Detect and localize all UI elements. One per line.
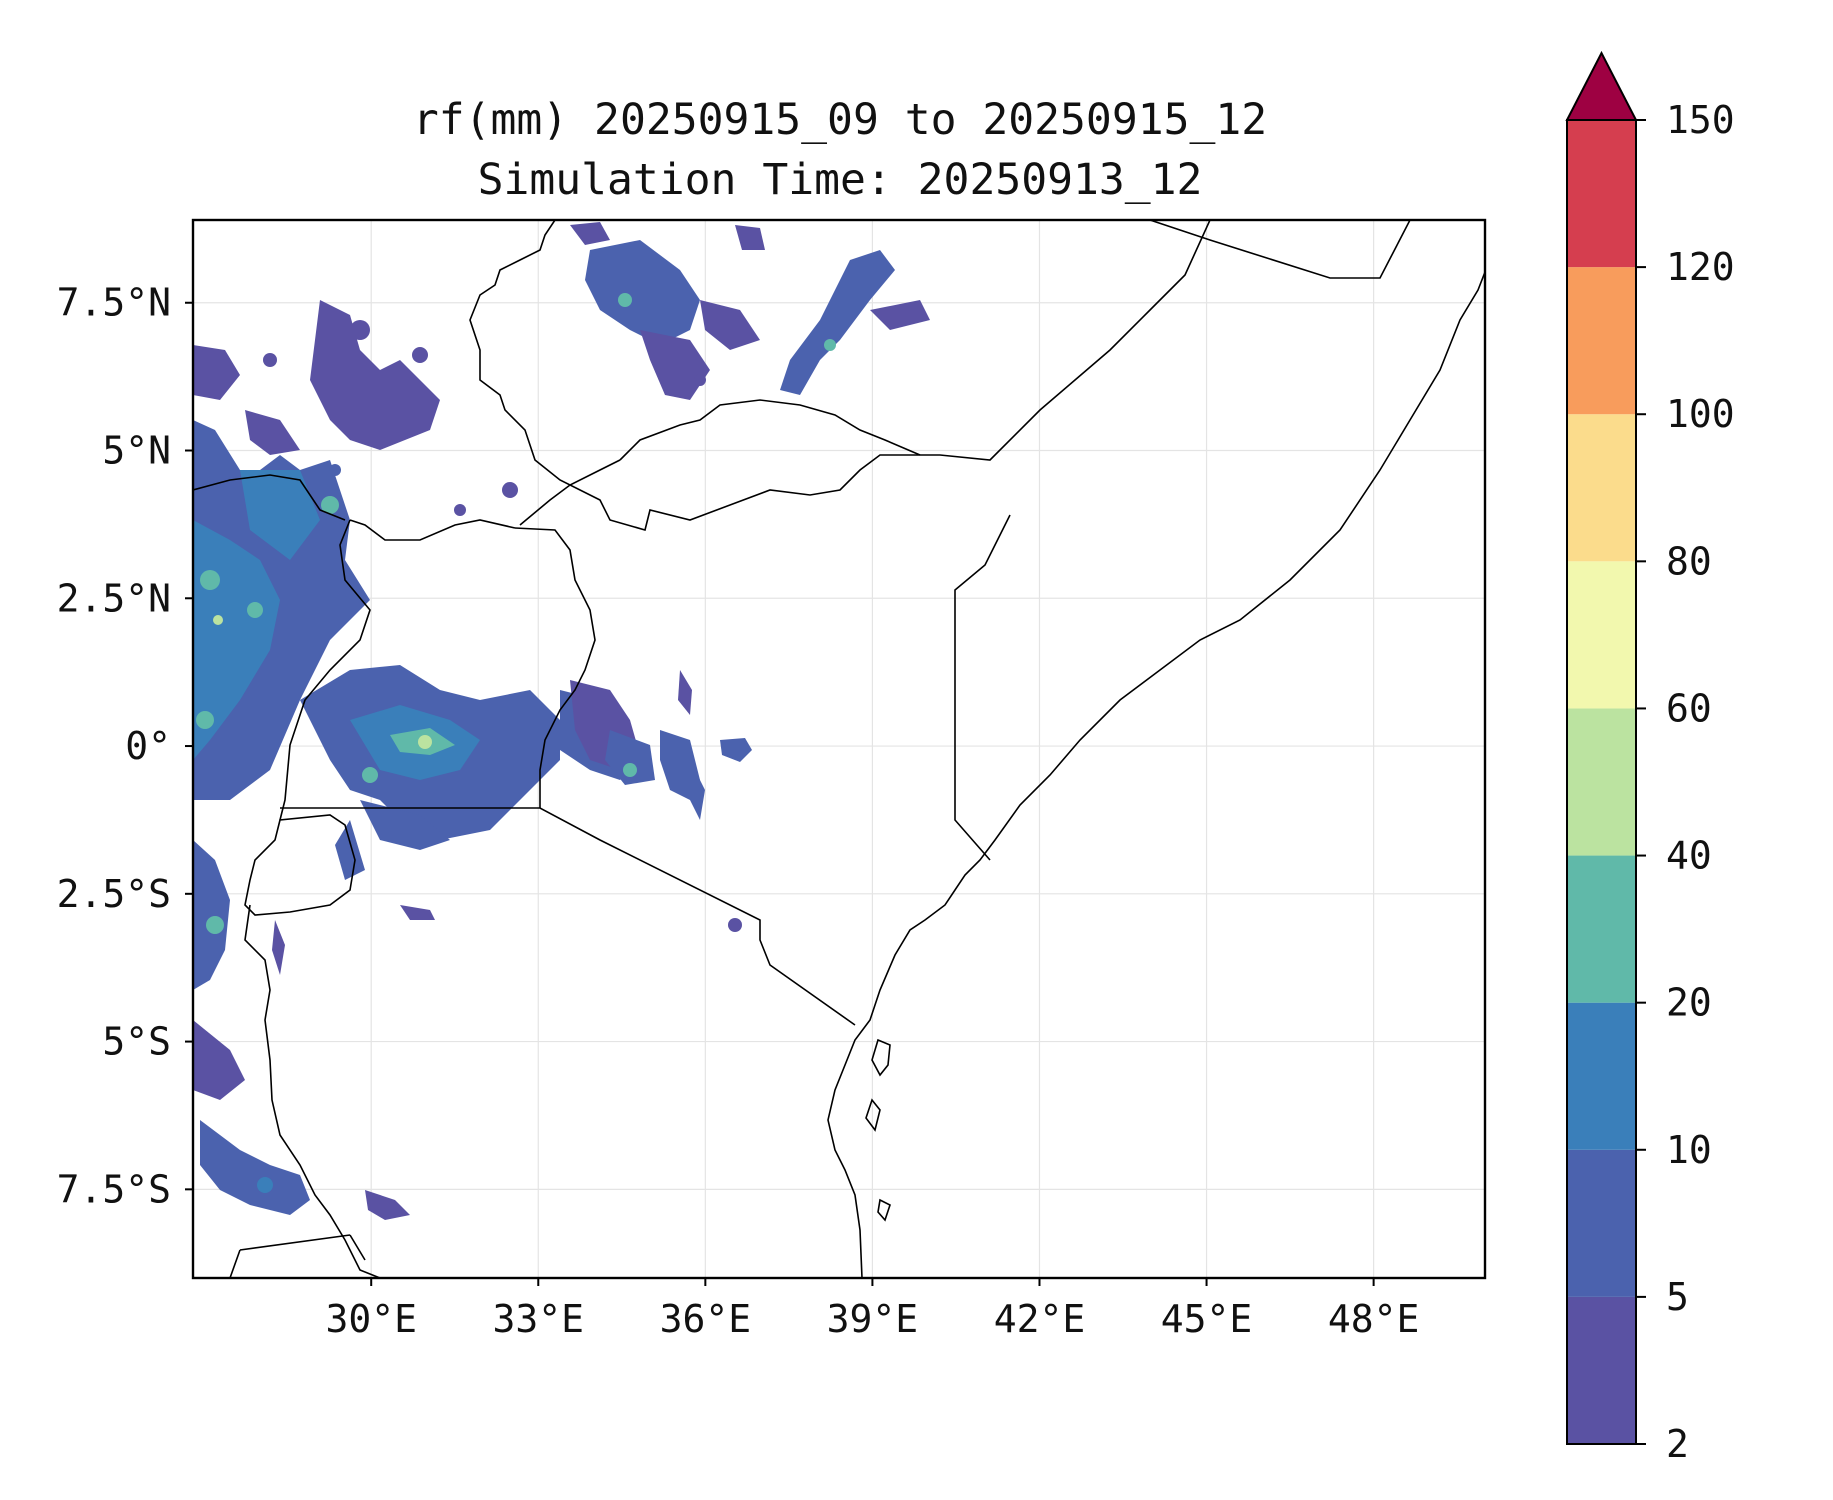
x-tick-label: 45°E xyxy=(1161,1297,1253,1341)
colorbar-tick-label: 150 xyxy=(1666,98,1735,142)
y-axis-ticks: 7.5°N 5°N 2.5°N 0° 2.5°S 5°S 7.5°S xyxy=(57,281,193,1211)
coastline xyxy=(827,271,1485,1278)
zambia-west-border xyxy=(229,1249,241,1278)
rainfall-layer xyxy=(193,222,930,1220)
y-tick-label: 7.5°N xyxy=(57,281,171,325)
plot-title-line1: rf(mm) 20250915_09 to 20250915_12 xyxy=(412,95,1268,145)
colorbar-segment xyxy=(1567,708,1636,856)
x-tick-label: 42°E xyxy=(994,1297,1086,1341)
zambia-tanzania-border xyxy=(239,1234,351,1251)
colorbar-tick-label: 80 xyxy=(1666,539,1712,583)
y-tick-label: 5°N xyxy=(102,429,171,473)
colorbar-frame xyxy=(1566,119,1637,1445)
rain-area-western-uganda-drc xyxy=(193,420,370,800)
colorbar-tick-label: 60 xyxy=(1666,686,1712,730)
colorbar-segment xyxy=(1567,561,1636,709)
colorbar: 2 5 10 20 40 60 80 100 120 150 xyxy=(1565,50,1735,1466)
borders-layer xyxy=(193,220,1485,1278)
map-frame xyxy=(191,218,1487,1280)
pemba-island xyxy=(865,1098,881,1132)
mafia-island xyxy=(877,1198,891,1222)
rain-area-kenya-highlands xyxy=(570,670,752,932)
colorbar-extend-max xyxy=(1565,50,1638,121)
rain-area-south-sudan xyxy=(193,300,518,516)
uganda-drc-border xyxy=(279,519,371,821)
colorbar-segment xyxy=(1567,855,1636,1003)
y-tick-label: 5°S xyxy=(102,1020,171,1064)
colorbar-tick-label: 120 xyxy=(1666,245,1735,289)
rain-area-ethiopian-highlands xyxy=(570,222,930,400)
x-tick-label: 39°E xyxy=(827,1297,919,1341)
tanzania-north-border xyxy=(280,807,856,1026)
zanzibar-island xyxy=(871,1038,891,1077)
drc-west-border xyxy=(193,474,346,521)
kenya-somalia-border xyxy=(954,514,1011,861)
somalia-ethiopia-border xyxy=(469,220,1211,531)
x-tick-label: 48°E xyxy=(1328,1297,1420,1341)
uganda-south-sudan-border xyxy=(349,519,516,541)
colorbar-tick-label: 100 xyxy=(1666,392,1735,436)
kenya-uganda-border xyxy=(514,527,596,808)
kenya-ethiopia-border xyxy=(619,399,921,461)
colorbar-tick-label: 5 xyxy=(1666,1275,1689,1319)
colorbar-segment xyxy=(1567,267,1636,415)
plot-title-line2: Simulation Time: 20250913_12 xyxy=(477,155,1203,205)
colorbar-tick-label: 40 xyxy=(1666,834,1712,878)
south-sudan-uganda-kenya-border xyxy=(519,459,621,526)
lake-tanganyika-link xyxy=(349,1234,366,1261)
colorbar-segment xyxy=(1567,414,1636,562)
rain-area-western-tanzania xyxy=(193,840,435,1220)
colorbar-segment xyxy=(1567,1296,1636,1444)
colorbar-tick-label: 2 xyxy=(1666,1422,1689,1466)
x-tick-label: 36°E xyxy=(660,1297,752,1341)
x-axis-ticks: 30°E 33°E 36°E 39°E 42°E 45°E 48°E xyxy=(325,1278,1419,1341)
colorbar-segment xyxy=(1567,1149,1636,1297)
y-tick-label: 7.5°S xyxy=(57,1167,171,1211)
colorbar-segment xyxy=(1567,120,1636,268)
x-tick-label: 33°E xyxy=(493,1297,585,1341)
colorbar-segment xyxy=(1567,1002,1636,1150)
rwanda-burundi-outline xyxy=(244,814,356,916)
y-tick-label: 0° xyxy=(125,724,171,768)
colorbar-tick-label: 20 xyxy=(1666,981,1712,1025)
y-tick-label: 2.5°S xyxy=(57,872,171,916)
ethiopia-north-border xyxy=(1149,220,1411,279)
y-tick-label: 2.5°N xyxy=(57,576,171,620)
colorbar-tick-label: 10 xyxy=(1666,1128,1712,1172)
x-tick-label: 30°E xyxy=(325,1297,417,1341)
